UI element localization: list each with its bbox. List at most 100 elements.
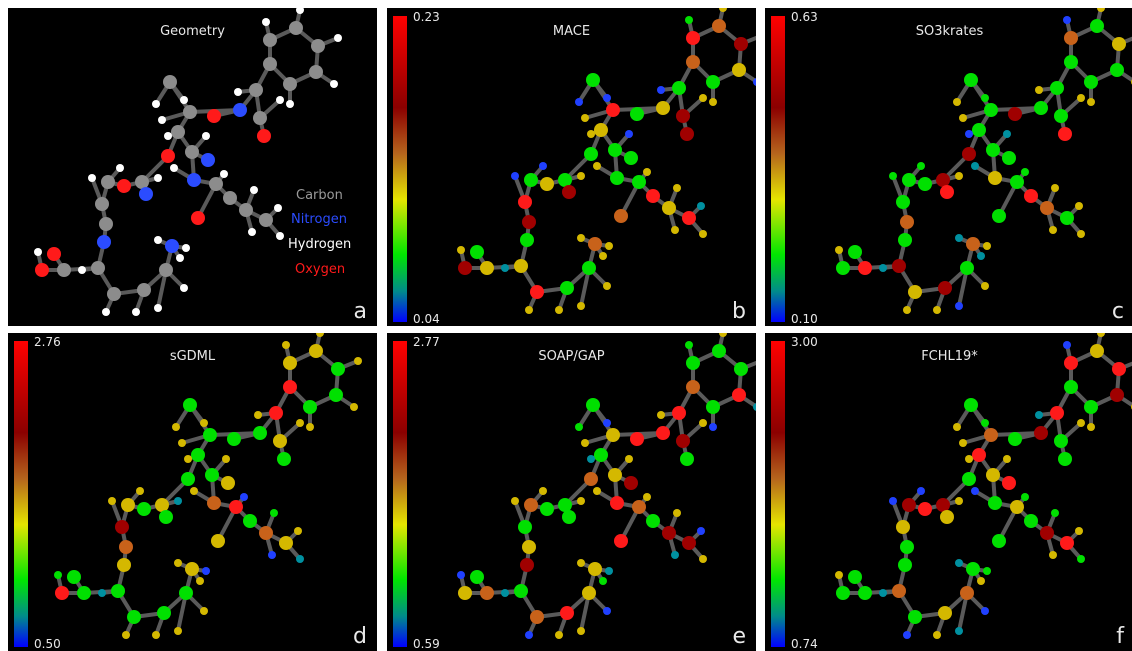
molecule-error-map [457,333,756,639]
atom-N [1002,151,1016,165]
atom-O [207,109,221,123]
atom-C [858,261,872,275]
atom-C [1060,536,1074,550]
atom-O [614,209,628,223]
legend-hydrogen: Hydrogen [288,237,352,252]
atom-C [986,468,1000,482]
atom-O [1058,452,1072,466]
atom-C [157,606,171,620]
atom-C [734,37,748,51]
atom-H [296,419,304,427]
atom-N [1002,476,1016,490]
atom-H [164,132,172,140]
atom-C [1060,211,1074,225]
atom-O [962,147,976,161]
atom-H [270,509,278,517]
atom-C [936,173,950,187]
atom-C [632,175,646,189]
atom-H [889,497,897,505]
atom-O [848,245,862,259]
atom-H [971,162,979,170]
atom-N [165,239,179,253]
atom-H [753,78,756,86]
atom-H [1035,411,1043,419]
atom-N [610,496,624,510]
atom-C [209,177,223,191]
atom-O [458,586,472,600]
atom-H [539,487,547,495]
atom-H [753,403,756,411]
atom-H [959,439,967,447]
atom-C [984,103,998,117]
atom-H [959,114,967,122]
atom-C [984,428,998,442]
atom-C [163,75,177,89]
atom-N [520,558,534,572]
atom-C [646,189,660,203]
atom-C [159,263,173,277]
atom-C [1064,356,1078,370]
atom-C [518,520,532,534]
colorbar-max: 0.23 [413,10,440,24]
atom-O [962,472,976,486]
atom-N [966,562,980,576]
panel-so3krates: 0.63 0.10 SO3krates c [765,8,1132,326]
atom-C [1024,189,1038,203]
molecule-error-map [835,333,1132,639]
atom-H [903,306,911,314]
colorbar-max: 2.76 [34,335,61,349]
colorbar [393,341,407,647]
atom-N [1034,426,1048,440]
atom-C [530,610,544,624]
panel-title: Geometry [160,24,225,39]
atom-H [1021,493,1029,501]
atom-H [248,228,256,236]
atom-C [77,586,91,600]
atom-N [253,426,267,440]
atom-C [1040,526,1054,540]
atom-C [686,55,700,69]
atom-H [577,497,585,505]
panel-title: MACE [552,24,591,39]
atom-H [575,98,583,106]
atom-C [558,498,572,512]
panel-geometry: Geometry Carbon Nitrogen Hydrogen Oxygen… [8,8,377,326]
atom-H [977,577,985,585]
atom-C [135,175,149,189]
atom-C [331,362,345,376]
atom-C [101,175,115,189]
atom-H [176,254,184,262]
atom-H [593,487,601,495]
atom-C [480,261,494,275]
atom-C [686,380,700,394]
atom-H [933,306,941,314]
atom-O [1008,107,1022,121]
atom-N [940,510,954,524]
atom-C [137,283,151,297]
atom-H [955,234,963,242]
atom-O [277,452,291,466]
atom-C [1054,434,1068,448]
atom-N [1034,101,1048,115]
atom-N [139,187,153,201]
atom-C [892,584,906,598]
atom-C [594,123,608,137]
atom-N [201,153,215,167]
atom-N [656,101,670,115]
atom-C [960,261,974,275]
atom-C [682,211,696,225]
atom-C [259,526,273,540]
atom-H [34,248,42,256]
atom-C [662,526,676,540]
atom-C [1054,109,1068,123]
atom-H [671,226,679,234]
atom-O [257,129,271,143]
atom-C [986,143,1000,157]
atom-H [955,172,963,180]
atom-H [577,627,585,635]
atom-C [1112,37,1126,51]
atom-O [992,209,1006,223]
atom-H [116,164,124,172]
atom-C [239,203,253,217]
atom-C [115,520,129,534]
